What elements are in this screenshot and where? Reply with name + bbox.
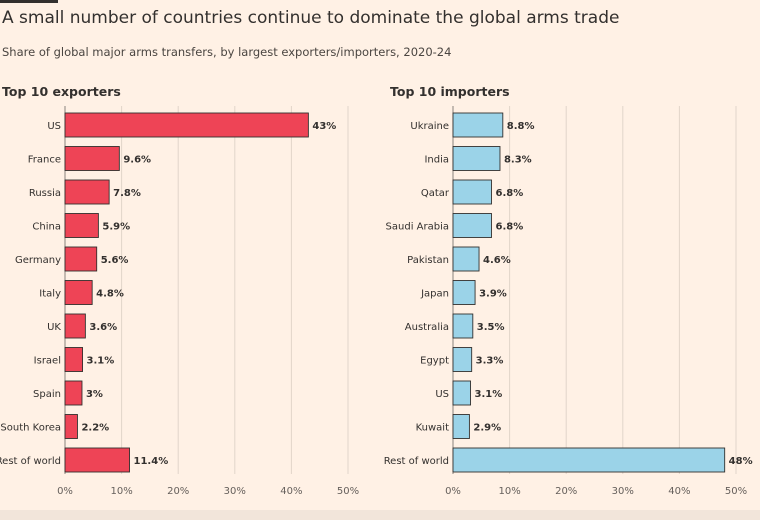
exporters-category-label: South Korea: [0, 423, 61, 434]
importers-bar: [452, 146, 501, 171]
importers-category-label: US: [435, 389, 449, 400]
exporters-x-tick-label: 10%: [110, 486, 132, 497]
exporters-x-tick-label: 20%: [167, 486, 189, 497]
exporters-value-label: 7.8%: [113, 188, 141, 199]
importers-category-label: Pakistan: [407, 255, 449, 266]
header-rule: [0, 0, 58, 3]
exporters-category-label: Israel: [34, 356, 61, 367]
footer-band: [0, 510, 760, 520]
exporters-x-tick-label: 30%: [224, 486, 246, 497]
importers-category-label: Rest of world: [384, 456, 449, 467]
importers-value-label: 3.5%: [477, 322, 505, 333]
exporters-bar: [64, 280, 93, 305]
exporters-value-label: 43%: [312, 121, 336, 132]
exporters-bar: [64, 380, 83, 406]
exporters-value-label: 3.1%: [87, 356, 115, 367]
exporters-category-label: US: [47, 121, 61, 132]
importers-category-label: Ukraine: [410, 121, 449, 132]
exporters-bar: [64, 447, 130, 473]
exporters-bar: [64, 213, 99, 238]
importers-value-label: 4.6%: [483, 255, 511, 266]
exporters-x-tick-label: 0%: [57, 486, 73, 497]
exporters-bar: [64, 313, 86, 339]
importers-value-label: 2.9%: [473, 423, 501, 434]
importers-bar: [452, 179, 492, 205]
importers-category-label: Saudi Arabia: [386, 222, 449, 233]
importers-value-label: 3.3%: [476, 356, 504, 367]
importers-value-label: 3.9%: [479, 289, 507, 300]
exporters-x-tick-label: 40%: [280, 486, 302, 497]
exporters-category-label: Germany: [15, 255, 61, 266]
importers-bar: [452, 447, 726, 473]
importers-category-label: Qatar: [421, 188, 450, 199]
importers-value-label: 48%: [729, 456, 753, 467]
importers-bar: [452, 414, 470, 439]
exporters-value-label: 9.6%: [123, 155, 151, 166]
importers-x-tick-label: 30%: [612, 486, 634, 497]
exporters-bar: [64, 246, 98, 272]
importers-x-tick-label: 20%: [555, 486, 577, 497]
exporters-bar: [64, 112, 309, 138]
importers-value-label: 6.8%: [495, 188, 523, 199]
exporters-x-tick-label: 50%: [337, 486, 359, 497]
exporters-value-label: 3%: [86, 389, 103, 400]
exporters-category-label: China: [32, 222, 61, 233]
importers-value-label: 8.3%: [504, 155, 532, 166]
exporters-category-label: France: [28, 155, 61, 166]
exporters-bar: [64, 179, 110, 205]
importers-category-label: India: [424, 155, 449, 166]
exporters-value-label: 3.6%: [89, 322, 117, 333]
importers-category-label: Egypt: [420, 356, 449, 367]
exporters-panel-title: Top 10 exporters: [2, 84, 121, 99]
exporters-category-label: Russia: [29, 188, 61, 199]
exporters-bar: [64, 347, 83, 372]
importers-x-tick-label: 10%: [498, 486, 520, 497]
importers-bar: [452, 313, 474, 339]
importers-x-tick-label: 0%: [445, 486, 461, 497]
importers-category-label: Kuwait: [416, 423, 449, 434]
importers-value-label: 8.8%: [507, 121, 535, 132]
importers-panel-title: Top 10 importers: [390, 84, 510, 99]
exporters-bar: [64, 146, 120, 171]
exporters-category-label: Spain: [33, 389, 61, 400]
exporters-bar: [64, 414, 78, 439]
importers-bar: [452, 213, 492, 238]
exporters-category-label: UK: [47, 322, 61, 333]
importers-bar: [452, 380, 471, 406]
exporters-value-label: 5.6%: [101, 255, 129, 266]
importers-value-label: 3.1%: [475, 389, 503, 400]
chart-title: A small number of countries continue to …: [2, 8, 620, 28]
exporters-value-label: 5.9%: [102, 222, 130, 233]
importers-bar: [452, 280, 476, 305]
exporters-category-label: Rest of world: [0, 456, 61, 467]
exporters-value-label: 4.8%: [96, 289, 124, 300]
importers-x-tick-label: 50%: [725, 486, 747, 497]
exporters-value-label: 2.2%: [81, 423, 109, 434]
importers-bar: [452, 112, 504, 138]
importers-bar: [452, 347, 473, 372]
exporters-category-label: Italy: [39, 289, 61, 300]
importers-category-label: Australia: [405, 322, 449, 333]
importers-bar: [452, 246, 480, 272]
exporters-value-label: 11.4%: [134, 456, 169, 467]
importers-value-label: 6.8%: [495, 222, 523, 233]
importers-category-label: Japan: [420, 289, 449, 300]
chart-subtitle: Share of global major arms transfers, by…: [2, 45, 452, 59]
importers-x-tick-label: 40%: [668, 486, 690, 497]
